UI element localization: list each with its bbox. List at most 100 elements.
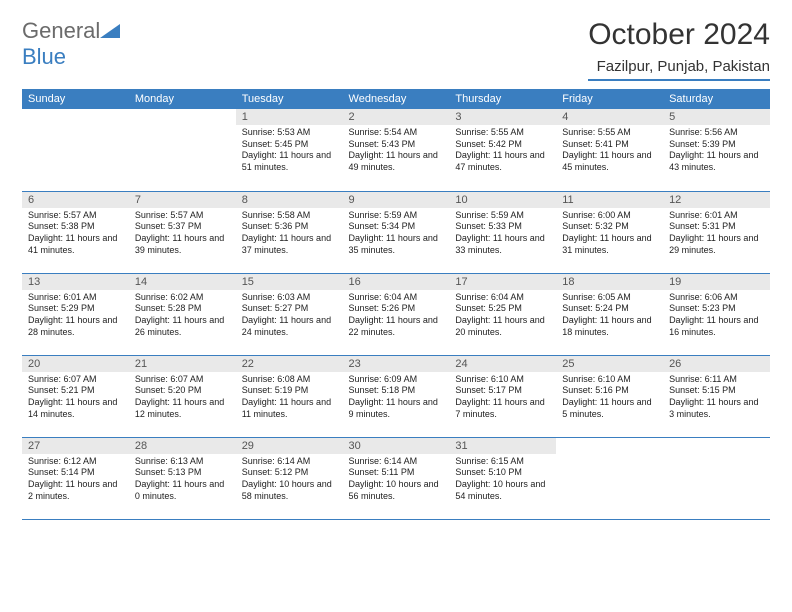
day-body: Sunrise: 6:14 AMSunset: 5:11 PMDaylight:…	[343, 454, 450, 507]
sunset-text: Sunset: 5:21 PM	[28, 385, 123, 397]
day-body: Sunrise: 6:01 AMSunset: 5:31 PMDaylight:…	[663, 208, 770, 261]
sunset-text: Sunset: 5:12 PM	[242, 467, 337, 479]
day-body	[22, 125, 129, 131]
day-header: Monday	[129, 89, 236, 109]
calendar-cell: 30Sunrise: 6:14 AMSunset: 5:11 PMDayligh…	[343, 437, 450, 519]
calendar-table: Sunday Monday Tuesday Wednesday Thursday…	[22, 89, 770, 520]
calendar-cell: 16Sunrise: 6:04 AMSunset: 5:26 PMDayligh…	[343, 273, 450, 355]
sunrise-text: Sunrise: 6:03 AM	[242, 292, 337, 304]
day-body: Sunrise: 5:54 AMSunset: 5:43 PMDaylight:…	[343, 125, 450, 178]
day-body	[663, 454, 770, 460]
sunset-text: Sunset: 5:38 PM	[28, 221, 123, 233]
calendar-cell: 15Sunrise: 6:03 AMSunset: 5:27 PMDayligh…	[236, 273, 343, 355]
sunrise-text: Sunrise: 6:13 AM	[135, 456, 230, 468]
calendar-cell: 13Sunrise: 6:01 AMSunset: 5:29 PMDayligh…	[22, 273, 129, 355]
daylight-text: Daylight: 11 hours and 12 minutes.	[135, 397, 230, 420]
day-number: 28	[129, 438, 236, 454]
sunrise-text: Sunrise: 6:15 AM	[455, 456, 550, 468]
calendar-cell: 8Sunrise: 5:58 AMSunset: 5:36 PMDaylight…	[236, 191, 343, 273]
sunset-text: Sunset: 5:31 PM	[669, 221, 764, 233]
day-body: Sunrise: 6:03 AMSunset: 5:27 PMDaylight:…	[236, 290, 343, 343]
daylight-text: Daylight: 11 hours and 47 minutes.	[455, 150, 550, 173]
calendar-cell: 29Sunrise: 6:14 AMSunset: 5:12 PMDayligh…	[236, 437, 343, 519]
sunset-text: Sunset: 5:27 PM	[242, 303, 337, 315]
day-number: 31	[449, 438, 556, 454]
sunrise-text: Sunrise: 5:54 AM	[349, 127, 444, 139]
sunrise-text: Sunrise: 6:07 AM	[135, 374, 230, 386]
day-body: Sunrise: 6:10 AMSunset: 5:16 PMDaylight:…	[556, 372, 663, 425]
daylight-text: Daylight: 11 hours and 33 minutes.	[455, 233, 550, 256]
day-body: Sunrise: 5:55 AMSunset: 5:41 PMDaylight:…	[556, 125, 663, 178]
sunset-text: Sunset: 5:32 PM	[562, 221, 657, 233]
daylight-text: Daylight: 11 hours and 3 minutes.	[669, 397, 764, 420]
calendar-cell: 18Sunrise: 6:05 AMSunset: 5:24 PMDayligh…	[556, 273, 663, 355]
day-header: Tuesday	[236, 89, 343, 109]
logo-part2: Blue	[22, 44, 66, 69]
sunset-text: Sunset: 5:17 PM	[455, 385, 550, 397]
calendar-cell: 25Sunrise: 6:10 AMSunset: 5:16 PMDayligh…	[556, 355, 663, 437]
sunrise-text: Sunrise: 6:10 AM	[455, 374, 550, 386]
calendar-row: 13Sunrise: 6:01 AMSunset: 5:29 PMDayligh…	[22, 273, 770, 355]
day-body: Sunrise: 6:02 AMSunset: 5:28 PMDaylight:…	[129, 290, 236, 343]
sunset-text: Sunset: 5:41 PM	[562, 139, 657, 151]
calendar-cell: 31 Sunrise: 6:15 AMSunset: 5:10 PMDayligh…	[449, 437, 556, 519]
sunset-text: Sunset: 5:28 PM	[135, 303, 230, 315]
daylight-text: Daylight: 10 hours and 54 minutes.	[455, 479, 550, 502]
calendar-row: 27Sunrise: 6:12 AMSunset: 5:14 PMDayligh…	[22, 437, 770, 519]
daylight-text: Daylight: 11 hours and 29 minutes.	[669, 233, 764, 256]
sunrise-text: Sunrise: 6:08 AM	[242, 374, 337, 386]
calendar-row: 6Sunrise: 5:57 AMSunset: 5:38 PMDaylight…	[22, 191, 770, 273]
day-number: 30	[343, 438, 450, 454]
calendar-cell: 4Sunrise: 5:55 AMSunset: 5:41 PMDaylight…	[556, 109, 663, 191]
logo-text: General Blue	[22, 18, 120, 70]
day-number	[556, 438, 663, 454]
day-number: 6	[22, 192, 129, 208]
daylight-text: Daylight: 11 hours and 5 minutes.	[562, 397, 657, 420]
calendar-cell	[556, 437, 663, 519]
day-number	[22, 109, 129, 125]
day-body: Sunrise: 6:04 AMSunset: 5:26 PMDaylight:…	[343, 290, 450, 343]
sunset-text: Sunset: 5:26 PM	[349, 303, 444, 315]
title-block: October 2024 Fazilpur, Punjab, Pakistan	[588, 18, 770, 81]
day-body: Sunrise: 5:53 AMSunset: 5:45 PMDaylight:…	[236, 125, 343, 178]
sunrise-text: Sunrise: 5:55 AM	[562, 127, 657, 139]
sunset-text: Sunset: 5:29 PM	[28, 303, 123, 315]
sunrise-text: Sunrise: 6:01 AM	[669, 210, 764, 222]
sunrise-text: Sunrise: 5:55 AM	[455, 127, 550, 139]
day-body: Sunrise: 6:07 AMSunset: 5:20 PMDaylight:…	[129, 372, 236, 425]
day-body: Sunrise: 6:10 AMSunset: 5:17 PMDaylight:…	[449, 372, 556, 425]
sunset-text: Sunset: 5:10 PM	[455, 467, 550, 479]
daylight-text: Daylight: 11 hours and 31 minutes.	[562, 233, 657, 256]
day-number: 12	[663, 192, 770, 208]
day-number: 9	[343, 192, 450, 208]
sunset-text: Sunset: 5:33 PM	[455, 221, 550, 233]
sunset-text: Sunset: 5:34 PM	[349, 221, 444, 233]
sunrise-text: Sunrise: 6:11 AM	[669, 374, 764, 386]
calendar-cell: 20Sunrise: 6:07 AMSunset: 5:21 PMDayligh…	[22, 355, 129, 437]
day-number: 18	[556, 274, 663, 290]
page-header: General Blue October 2024 Fazilpur, Punj…	[22, 18, 770, 81]
day-number: 7	[129, 192, 236, 208]
sunrise-text: Sunrise: 5:58 AM	[242, 210, 337, 222]
daylight-text: Daylight: 11 hours and 35 minutes.	[349, 233, 444, 256]
sunset-text: Sunset: 5:25 PM	[455, 303, 550, 315]
calendar-row: 1Sunrise: 5:53 AMSunset: 5:45 PMDaylight…	[22, 109, 770, 191]
sunset-text: Sunset: 5:13 PM	[135, 467, 230, 479]
day-body: Sunrise: 6:06 AMSunset: 5:23 PMDaylight:…	[663, 290, 770, 343]
day-number: 16	[343, 274, 450, 290]
calendar-cell	[22, 109, 129, 191]
sunset-text: Sunset: 5:23 PM	[669, 303, 764, 315]
calendar-cell: 26Sunrise: 6:11 AMSunset: 5:15 PMDayligh…	[663, 355, 770, 437]
sunrise-text: Sunrise: 6:14 AM	[242, 456, 337, 468]
day-header: Sunday	[22, 89, 129, 109]
daylight-text: Daylight: 11 hours and 9 minutes.	[349, 397, 444, 420]
sunrise-text: Sunrise: 6:00 AM	[562, 210, 657, 222]
day-body: Sunrise: 5:57 AMSunset: 5:37 PMDaylight:…	[129, 208, 236, 261]
daylight-text: Daylight: 11 hours and 26 minutes.	[135, 315, 230, 338]
sunset-text: Sunset: 5:43 PM	[349, 139, 444, 151]
sunset-text: Sunset: 5:14 PM	[28, 467, 123, 479]
day-body: Sunrise: 6:00 AMSunset: 5:32 PMDaylight:…	[556, 208, 663, 261]
day-number: 19	[663, 274, 770, 290]
day-body	[556, 454, 663, 460]
sunset-text: Sunset: 5:42 PM	[455, 139, 550, 151]
